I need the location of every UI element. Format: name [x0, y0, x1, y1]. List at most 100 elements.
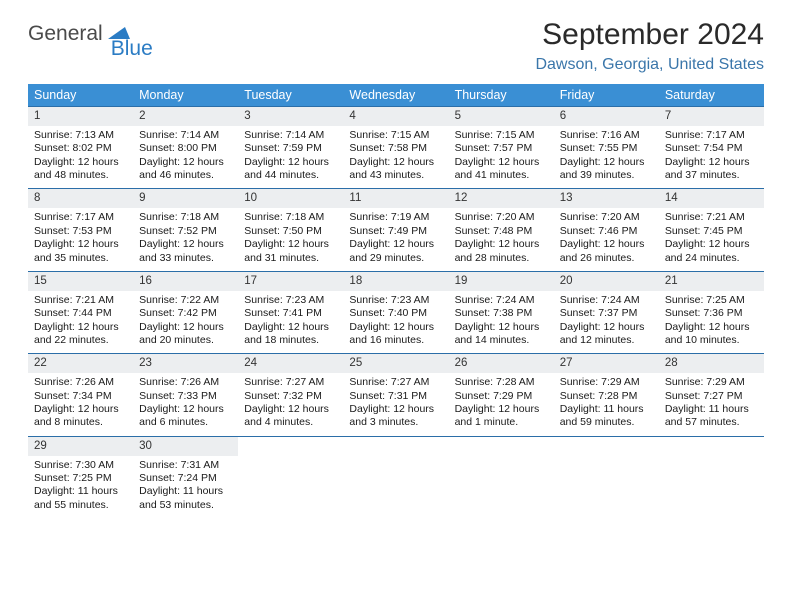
day-sunrise: Sunrise: 7:27 AM [349, 376, 442, 389]
day-day1: Daylight: 12 hours [244, 403, 337, 416]
day-number: 16 [133, 272, 238, 291]
day-number: 28 [659, 354, 764, 373]
day-number: 6 [554, 107, 659, 126]
day-cell: 6Sunrise: 7:16 AMSunset: 7:55 PMDaylight… [554, 107, 659, 188]
day-body: Sunrise: 7:15 AMSunset: 7:57 PMDaylight:… [449, 126, 554, 183]
weekday-cell: Tuesday [238, 84, 343, 106]
day-sunrise: Sunrise: 7:31 AM [139, 459, 232, 472]
calendar: Sunday Monday Tuesday Wednesday Thursday… [28, 84, 764, 518]
day-sunrise: Sunrise: 7:24 AM [560, 294, 653, 307]
day-body: Sunrise: 7:18 AMSunset: 7:50 PMDaylight:… [238, 208, 343, 265]
day-sunrise: Sunrise: 7:26 AM [34, 376, 127, 389]
weekday-cell: Thursday [449, 84, 554, 106]
day-day1: Daylight: 12 hours [34, 156, 127, 169]
day-sunrise: Sunrise: 7:17 AM [665, 129, 758, 142]
day-sunset: Sunset: 7:27 PM [665, 390, 758, 403]
day-sunrise: Sunrise: 7:14 AM [244, 129, 337, 142]
day-day2: and 24 minutes. [665, 252, 758, 265]
day-cell: 25Sunrise: 7:27 AMSunset: 7:31 PMDayligh… [343, 354, 448, 435]
day-sunset: Sunset: 7:33 PM [139, 390, 232, 403]
day-day2: and 6 minutes. [139, 416, 232, 429]
empty-cell [554, 437, 659, 518]
day-day2: and 55 minutes. [34, 499, 127, 512]
day-day2: and 20 minutes. [139, 334, 232, 347]
day-body: Sunrise: 7:15 AMSunset: 7:58 PMDaylight:… [343, 126, 448, 183]
day-number: 12 [449, 189, 554, 208]
day-day2: and 16 minutes. [349, 334, 442, 347]
day-sunrise: Sunrise: 7:20 AM [560, 211, 653, 224]
location-text: Dawson, Georgia, United States [535, 56, 764, 74]
empty-cell [659, 437, 764, 518]
weeks-container: 1Sunrise: 7:13 AMSunset: 8:02 PMDaylight… [28, 106, 764, 518]
day-cell: 28Sunrise: 7:29 AMSunset: 7:27 PMDayligh… [659, 354, 764, 435]
day-sunset: Sunset: 7:36 PM [665, 307, 758, 320]
day-day1: Daylight: 12 hours [455, 238, 548, 251]
day-cell: 15Sunrise: 7:21 AMSunset: 7:44 PMDayligh… [28, 272, 133, 353]
day-day1: Daylight: 12 hours [244, 156, 337, 169]
day-day1: Daylight: 12 hours [560, 238, 653, 251]
day-cell: 23Sunrise: 7:26 AMSunset: 7:33 PMDayligh… [133, 354, 238, 435]
day-sunset: Sunset: 7:29 PM [455, 390, 548, 403]
day-sunrise: Sunrise: 7:29 AM [560, 376, 653, 389]
day-sunset: Sunset: 7:28 PM [560, 390, 653, 403]
day-day1: Daylight: 12 hours [560, 321, 653, 334]
day-body: Sunrise: 7:24 AMSunset: 7:38 PMDaylight:… [449, 291, 554, 348]
day-sunrise: Sunrise: 7:19 AM [349, 211, 442, 224]
day-sunset: Sunset: 7:49 PM [349, 225, 442, 238]
day-sunrise: Sunrise: 7:13 AM [34, 129, 127, 142]
day-body: Sunrise: 7:28 AMSunset: 7:29 PMDaylight:… [449, 373, 554, 430]
day-body: Sunrise: 7:29 AMSunset: 7:27 PMDaylight:… [659, 373, 764, 430]
day-cell: 7Sunrise: 7:17 AMSunset: 7:54 PMDaylight… [659, 107, 764, 188]
day-day2: and 37 minutes. [665, 169, 758, 182]
day-cell: 16Sunrise: 7:22 AMSunset: 7:42 PMDayligh… [133, 272, 238, 353]
day-day2: and 14 minutes. [455, 334, 548, 347]
day-day2: and 4 minutes. [244, 416, 337, 429]
day-sunrise: Sunrise: 7:27 AM [244, 376, 337, 389]
day-body: Sunrise: 7:20 AMSunset: 7:48 PMDaylight:… [449, 208, 554, 265]
day-day2: and 3 minutes. [349, 416, 442, 429]
day-sunset: Sunset: 7:50 PM [244, 225, 337, 238]
day-sunset: Sunset: 7:32 PM [244, 390, 337, 403]
day-sunset: Sunset: 7:42 PM [139, 307, 232, 320]
day-day1: Daylight: 12 hours [34, 321, 127, 334]
day-day2: and 53 minutes. [139, 499, 232, 512]
day-number: 20 [554, 272, 659, 291]
day-number: 10 [238, 189, 343, 208]
day-number: 29 [28, 437, 133, 456]
day-sunrise: Sunrise: 7:23 AM [349, 294, 442, 307]
day-sunrise: Sunrise: 7:21 AM [665, 211, 758, 224]
day-body: Sunrise: 7:29 AMSunset: 7:28 PMDaylight:… [554, 373, 659, 430]
day-day1: Daylight: 12 hours [139, 403, 232, 416]
day-cell: 11Sunrise: 7:19 AMSunset: 7:49 PMDayligh… [343, 189, 448, 270]
day-cell: 12Sunrise: 7:20 AMSunset: 7:48 PMDayligh… [449, 189, 554, 270]
day-body: Sunrise: 7:17 AMSunset: 7:54 PMDaylight:… [659, 126, 764, 183]
day-day2: and 10 minutes. [665, 334, 758, 347]
day-number: 5 [449, 107, 554, 126]
day-body: Sunrise: 7:21 AMSunset: 7:45 PMDaylight:… [659, 208, 764, 265]
day-number: 15 [28, 272, 133, 291]
day-body: Sunrise: 7:27 AMSunset: 7:32 PMDaylight:… [238, 373, 343, 430]
day-day2: and 33 minutes. [139, 252, 232, 265]
day-body: Sunrise: 7:23 AMSunset: 7:41 PMDaylight:… [238, 291, 343, 348]
day-body: Sunrise: 7:25 AMSunset: 7:36 PMDaylight:… [659, 291, 764, 348]
day-sunset: Sunset: 7:52 PM [139, 225, 232, 238]
day-number: 17 [238, 272, 343, 291]
day-number: 1 [28, 107, 133, 126]
day-day2: and 1 minute. [455, 416, 548, 429]
day-cell: 27Sunrise: 7:29 AMSunset: 7:28 PMDayligh… [554, 354, 659, 435]
day-number: 18 [343, 272, 448, 291]
day-day1: Daylight: 12 hours [665, 321, 758, 334]
day-day2: and 57 minutes. [665, 416, 758, 429]
day-day1: Daylight: 12 hours [349, 238, 442, 251]
day-day1: Daylight: 12 hours [455, 156, 548, 169]
day-number: 9 [133, 189, 238, 208]
day-sunset: Sunset: 7:24 PM [139, 472, 232, 485]
day-cell: 5Sunrise: 7:15 AMSunset: 7:57 PMDaylight… [449, 107, 554, 188]
day-sunset: Sunset: 7:45 PM [665, 225, 758, 238]
day-number: 23 [133, 354, 238, 373]
day-day1: Daylight: 12 hours [139, 156, 232, 169]
day-sunrise: Sunrise: 7:17 AM [34, 211, 127, 224]
day-sunset: Sunset: 7:34 PM [34, 390, 127, 403]
day-day2: and 41 minutes. [455, 169, 548, 182]
day-day1: Daylight: 12 hours [139, 238, 232, 251]
